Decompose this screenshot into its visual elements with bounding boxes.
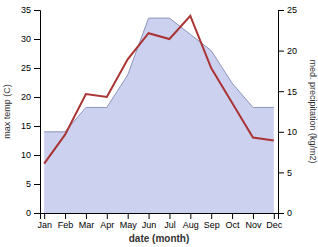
x-tick: Apr: [100, 213, 114, 230]
x-tick-mark: [232, 213, 233, 219]
x-tick-mark: [86, 213, 87, 219]
x-tick-mark: [211, 213, 212, 219]
x-tick-mark: [128, 213, 129, 219]
y-tick-label: 15: [21, 121, 31, 131]
y2-tick-mark: [278, 51, 284, 52]
y2-tick: 20: [278, 46, 297, 56]
y2-tick-label: 15: [287, 87, 297, 97]
x-tick-label: Jul: [164, 220, 176, 230]
y-tick-mark: [34, 68, 40, 69]
y-tick-mark: [34, 39, 40, 40]
y-tick-label: 20: [21, 92, 31, 102]
y-axis: 0 5 10 15 20 25 30 35: [21, 5, 41, 218]
y2-tick-label: 20: [287, 46, 297, 56]
y-tick: 25: [21, 63, 40, 73]
plot-area: [44, 16, 274, 213]
y-tick-mark: [34, 213, 40, 214]
x-axis-title: date (month): [129, 233, 190, 244]
x-tick-label: Aug: [183, 220, 199, 230]
x-tick-mark: [107, 213, 108, 219]
x-tick-label: Mar: [79, 220, 95, 230]
x-tick-label: May: [120, 220, 138, 230]
y2-tick-mark: [278, 132, 284, 133]
x-tick-label: Apr: [100, 220, 114, 230]
x-tick: Oct: [226, 213, 241, 230]
x-tick: May: [120, 213, 138, 230]
y2-tick-mark: [278, 213, 284, 214]
x-tick-mark: [253, 213, 254, 219]
y-tick-mark: [34, 155, 40, 156]
x-tick-label: Feb: [58, 220, 74, 230]
y-tick-label: 25: [21, 63, 31, 73]
y2-tick-mark: [278, 172, 284, 173]
x-tick-mark: [44, 213, 45, 219]
x-tick: Feb: [58, 213, 74, 230]
y-tick-label: 30: [21, 34, 31, 44]
x-tick: Dec: [266, 213, 283, 230]
y-tick: 15: [21, 121, 40, 131]
x-tick-label: Jun: [142, 220, 157, 230]
chart: Jan Feb Mar Apr May Jun Jul Aug Sep Oct Nov Dec 0 5 10…: [0, 0, 318, 247]
x-tick: Aug: [183, 213, 199, 230]
x-tick-mark: [65, 213, 66, 219]
line: [44, 16, 274, 164]
y-tick-label: 5: [26, 179, 31, 189]
y2-tick-label: 10: [287, 127, 297, 137]
y-axis-line: [34, 11, 41, 214]
y2-tick-label: 25: [287, 5, 297, 15]
y2-tick: 25: [278, 5, 297, 15]
y2-tick-label: 0: [287, 208, 292, 218]
y-tick-label: 10: [21, 150, 31, 160]
y-tick-mark: [34, 97, 40, 98]
y2-axis: 0 5 10 15 20 25: [278, 5, 297, 218]
x-tick-label: Nov: [245, 220, 262, 230]
x-axis: Jan Feb Mar Apr May Jun Jul Aug Sep Oct Nov Dec: [37, 213, 282, 230]
y-tick: 35: [21, 5, 40, 15]
y-tick-label: 35: [21, 5, 31, 15]
x-tick: Jul: [164, 213, 176, 230]
y-tick: 30: [21, 34, 40, 44]
x-tick-mark: [169, 213, 170, 219]
x-tick: Nov: [245, 213, 262, 230]
x-tick: Jun: [142, 213, 157, 230]
y2-tick-label: 5: [287, 168, 292, 178]
x-tick-label: Sep: [204, 220, 220, 230]
x-tick-mark: [149, 213, 150, 219]
y2-tick-mark: [278, 10, 284, 11]
x-tick: Sep: [204, 213, 220, 230]
y2-tick: 5: [278, 168, 292, 178]
y-tick-mark: [34, 126, 40, 127]
x-tick-mark: [190, 213, 191, 219]
x-tick: Mar: [79, 213, 95, 230]
y-tick-label: 0: [26, 208, 31, 218]
y2-axis-line: [279, 11, 285, 214]
y-tick: 5: [26, 179, 40, 189]
y-tick: 0: [26, 208, 40, 218]
x-axis-line: [41, 214, 279, 220]
x-tick-label: Dec: [266, 220, 283, 230]
y2-axis-title: med. precipitation (kg/m2): [308, 59, 318, 163]
y-tick-mark: [34, 184, 40, 185]
x-tick-mark: [274, 213, 275, 219]
y-axis-title: max temp (C): [2, 84, 12, 139]
x-tick-label: Jan: [37, 220, 52, 230]
y2-tick: 0: [278, 208, 292, 218]
x-tick-label: Oct: [226, 220, 241, 230]
y-tick: 10: [21, 150, 40, 160]
y-tick: 20: [21, 92, 40, 102]
y2-tick-mark: [278, 91, 284, 92]
x-tick: Jan: [37, 213, 52, 230]
y-tick-mark: [34, 10, 40, 11]
y2-tick: 10: [278, 127, 297, 137]
y2-tick: 15: [278, 87, 297, 97]
